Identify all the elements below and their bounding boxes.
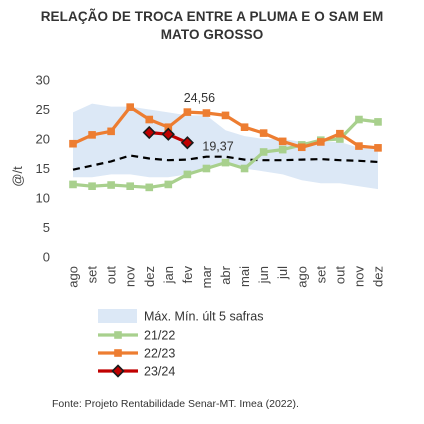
x-tick-label: fev xyxy=(180,266,195,284)
point-21-22-10 xyxy=(259,148,268,156)
point-22-23-2 xyxy=(107,127,115,136)
annotation-layer: 24,56 19,37 xyxy=(184,91,234,154)
x-tick-label: jan xyxy=(161,266,176,284)
point-22-23-3 xyxy=(126,103,134,111)
band-area xyxy=(73,103,378,190)
x-tick-label: out xyxy=(332,266,347,284)
x-tick-label: dez xyxy=(142,266,157,287)
point-22-23-6 xyxy=(183,108,192,116)
x-tick-label: set xyxy=(313,266,328,284)
y-tick-label: 25 xyxy=(36,102,50,117)
point-22-23-12 xyxy=(297,143,306,152)
point-21-22-4 xyxy=(145,183,154,192)
chart-title-line-1: RELAÇÃO DE TROCA ENTRE A PLUMA E O SAM E… xyxy=(40,9,384,24)
y-tick-label: 20 xyxy=(36,132,50,147)
series-layer xyxy=(69,103,382,192)
point-22-23-5 xyxy=(164,123,173,131)
point-22-23-8 xyxy=(221,111,230,120)
point-23-24-5 xyxy=(161,127,175,141)
legend-marker-21-22 xyxy=(114,331,122,339)
point-22-23-7 xyxy=(202,109,211,117)
y-tick-label: 0 xyxy=(43,250,50,265)
point-21-22-1 xyxy=(88,182,96,190)
legend-marker-22-23 xyxy=(114,349,122,357)
x-tick-label: ago xyxy=(294,266,309,288)
y-tick-label: 15 xyxy=(36,161,50,176)
x-tick-label: dez xyxy=(371,266,386,287)
point-23-24-4 xyxy=(142,125,156,140)
point-22-23-9 xyxy=(240,123,249,131)
legend-item-22-23: 22/23 xyxy=(98,347,175,361)
legend-label: Máx. Mín. últ 5 safras xyxy=(144,310,263,324)
mean-line xyxy=(72,154,379,171)
point-21-22-9 xyxy=(240,164,249,173)
point-21-22-16 xyxy=(374,118,382,126)
point-21-22-3 xyxy=(126,182,134,190)
series-23-24 xyxy=(142,125,195,150)
point-21-22-2 xyxy=(107,181,115,189)
point-21-22-7 xyxy=(202,164,211,173)
legend-marker-23-24 xyxy=(111,364,125,378)
chart-title: RELAÇÃO DE TROCA ENTRE A PLUMA E O SAM E… xyxy=(0,8,424,44)
legend: Máx. Mín. últ 5 safras 21/22 22/23 23/24 xyxy=(98,309,263,379)
x-tick-label: nov xyxy=(123,266,138,287)
legend-swatch-band xyxy=(98,309,137,323)
x-tick-label: mar xyxy=(199,265,214,288)
x-tick-label: abr xyxy=(218,265,233,284)
y-tick-label: 10 xyxy=(36,191,50,206)
x-tick-label: jul xyxy=(275,266,290,280)
legend-label: 22/23 xyxy=(144,347,175,361)
point-21-22-6 xyxy=(183,170,192,179)
legend-item-m-x-m-n-lt-5-safras: Máx. Mín. últ 5 safras xyxy=(98,309,263,324)
point-21-22-8 xyxy=(221,158,230,167)
y-axis-label: @/t xyxy=(10,166,25,187)
point-22-23-4 xyxy=(145,115,154,124)
data-label-22-23: 24,56 xyxy=(184,91,215,105)
point-23-24-6 xyxy=(180,136,195,150)
mean-layer xyxy=(72,154,379,171)
point-22-23-10 xyxy=(259,129,268,137)
series-22-23 xyxy=(69,103,382,152)
point-22-23-14 xyxy=(336,129,344,138)
chart-title-line-2: MATO GROSSO xyxy=(160,27,264,42)
point-21-22-11 xyxy=(278,145,287,154)
x-tick-label: out xyxy=(104,266,119,284)
point-21-22-5 xyxy=(164,180,173,189)
source-note: Fonte: Projeto Rentabilidade Senar-MT. I… xyxy=(52,398,299,410)
band-layer xyxy=(73,103,378,190)
y-tick-label: 30 xyxy=(36,73,50,88)
legend-label: 21/22 xyxy=(144,329,175,343)
point-22-23-11 xyxy=(278,137,287,146)
point-21-22-15 xyxy=(355,115,363,124)
x-tick-label: set xyxy=(85,266,100,284)
legend-item-21-22: 21/22 xyxy=(98,329,175,343)
x-tick-label: nov xyxy=(351,266,366,287)
point-21-22-0 xyxy=(69,180,77,189)
x-tick-label: jun xyxy=(256,266,271,284)
legend-label: 23/24 xyxy=(144,365,175,379)
data-label-23-24: 19,37 xyxy=(202,140,233,154)
point-22-23-1 xyxy=(88,131,96,139)
x-tick-label: mai xyxy=(237,266,252,287)
point-22-23-0 xyxy=(69,139,77,148)
point-22-23-15 xyxy=(355,142,363,150)
point-22-23-13 xyxy=(317,138,325,146)
y-tick-label: 5 xyxy=(43,220,50,235)
point-22-23-16 xyxy=(374,144,382,152)
legend-item-23-24: 23/24 xyxy=(98,364,175,379)
point-21-22-14 xyxy=(336,135,344,143)
x-tick-label: ago xyxy=(66,266,81,288)
